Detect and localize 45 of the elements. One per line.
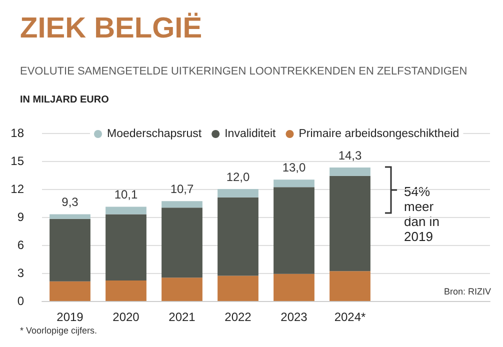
y-tick-label: 6 [17,238,24,252]
chart-subtitle: EVOLUTIE SAMENGETELDE UITKERINGEN LOONTREKKENDEN EN ZELFSTANDIGEN [20,66,468,78]
y-tick-label: 18 [10,126,24,140]
bar [106,206,146,214]
x-tick-label: 2019 [56,310,84,324]
total-label: 9,3 [62,195,79,210]
text: * Voorlopige cijfers. [20,326,98,336]
bar [50,214,90,219]
bar [330,271,370,301]
legend-label: Primaire arbeidsongeschiktheid [298,128,460,140]
y-tick-label: 0 [17,294,24,308]
x-tick-label: 2024* [334,310,366,324]
bar [218,197,258,276]
x-tick-label: 2023 [280,310,308,324]
y-tick-label: 9 [17,210,24,224]
bar [330,176,370,272]
x-tick-label: 2021 [168,310,196,324]
bar [274,274,314,301]
x-tick-label: 2020 [112,310,140,324]
bar [218,189,258,198]
total-label: 14,3 [338,148,362,163]
y-tick-label: 15 [10,154,24,168]
bar [50,218,90,282]
bar [106,280,146,301]
bar [218,276,258,301]
bar [162,208,202,278]
bar [50,281,90,301]
legend-label: Invaliditeit [224,128,277,140]
bar [106,214,146,280]
total-label: 12,0 [226,170,250,184]
bar [274,187,314,274]
y-axis-title: IN MILJARD EURO [20,94,110,106]
y-tick-label: 3 [17,266,24,280]
chart-title: ZIEK BELGIË [20,12,202,44]
total-label: 10,7 [170,182,194,196]
y-tick-label: 12 [10,182,24,196]
legend-label: Moederschapsrust [107,128,202,140]
bar [330,168,370,176]
total-label: 13,0 [282,160,306,175]
x-tick-label: 2022 [224,310,252,324]
text: Bron: RIZIV [444,286,492,296]
total-label: 10,1 [114,188,138,202]
bar [274,180,314,188]
bar [162,278,202,301]
bar [162,201,202,208]
